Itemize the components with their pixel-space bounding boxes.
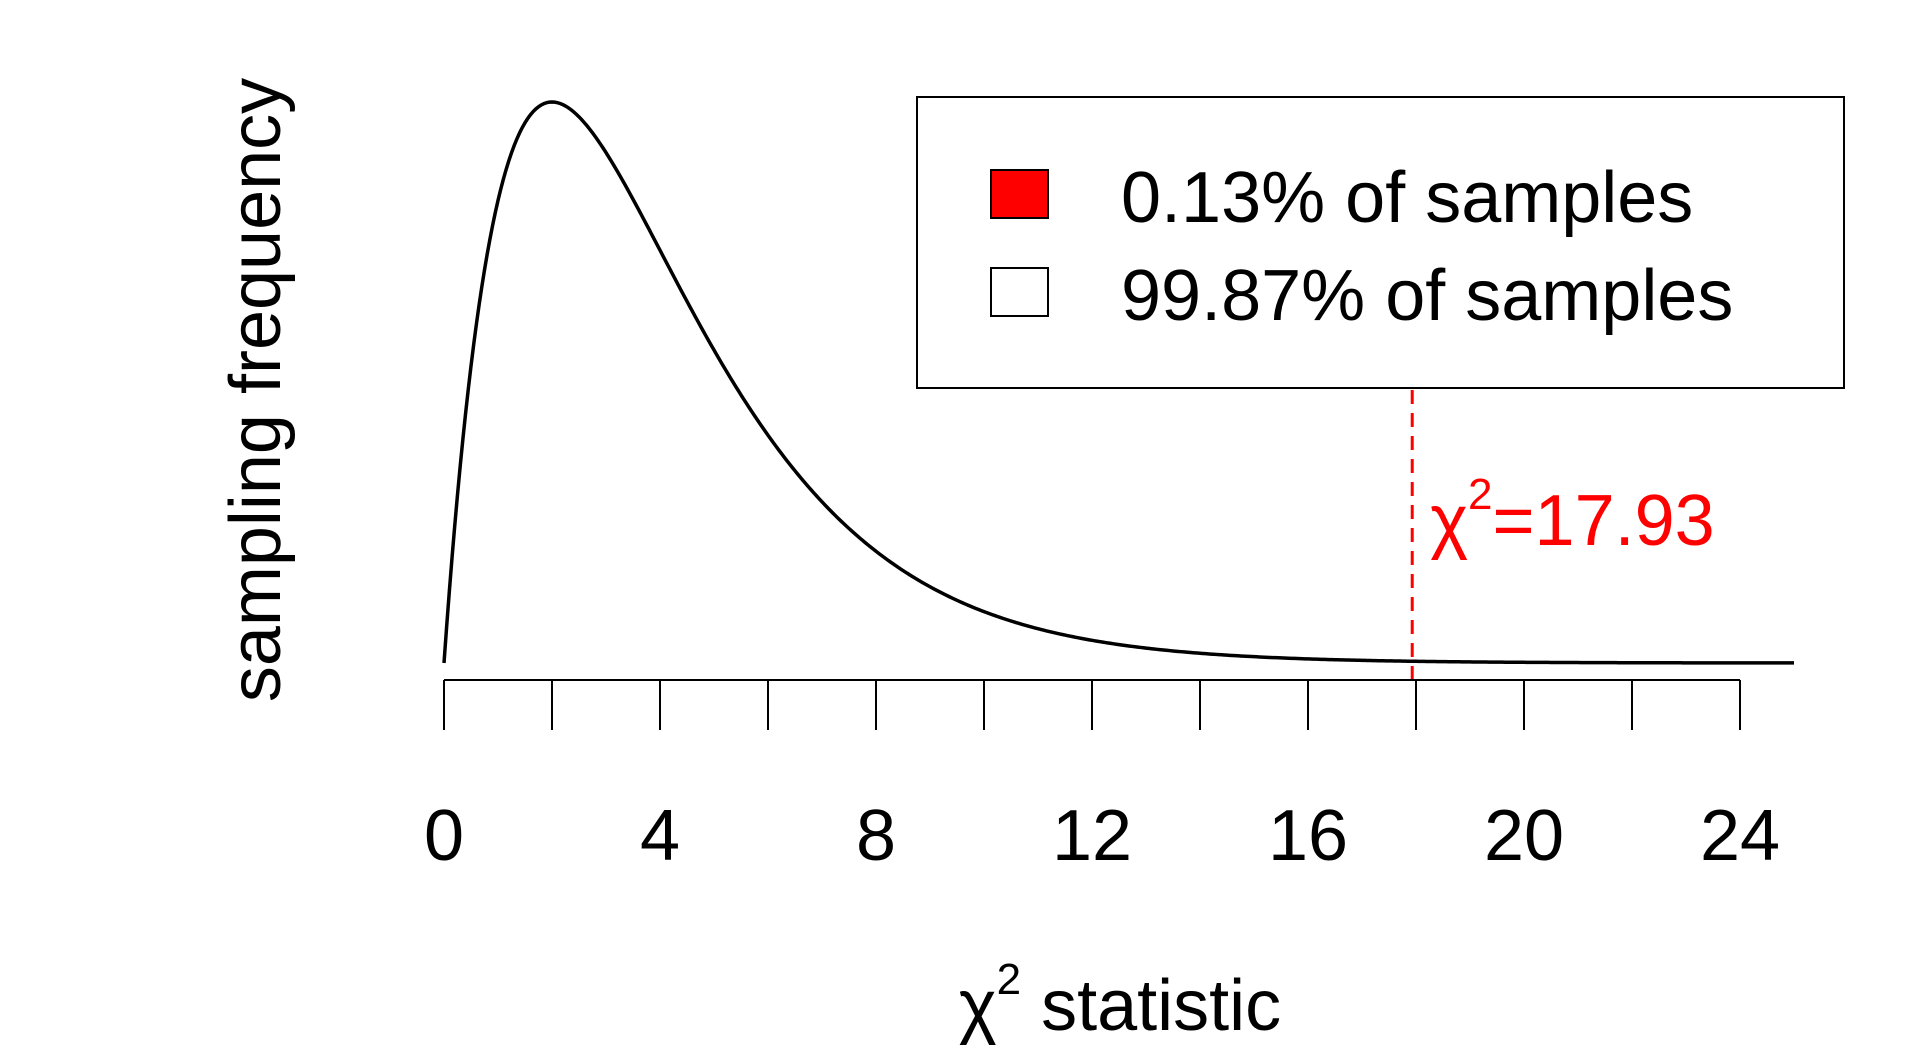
- x-tick-label: 8: [856, 796, 896, 876]
- x-axis-title-text: statistic: [1021, 966, 1281, 1046]
- critical-label-superscript: 2: [1468, 470, 1492, 519]
- critical-label-value: =17.93: [1493, 481, 1715, 561]
- x-tick-label: 24: [1700, 796, 1780, 876]
- x-tick-label: 20: [1484, 796, 1564, 876]
- x-axis-ticks: [443, 680, 1741, 730]
- x-axis-title: χ2 statistic: [959, 955, 1281, 1046]
- x-tick-label: 16: [1268, 796, 1348, 876]
- critical-value-label: χ2=17.93: [1430, 470, 1715, 561]
- y-axis-title: sampling frequency: [216, 78, 296, 702]
- x-tick-label: 4: [640, 796, 680, 876]
- density-curve: [442, 100, 1794, 665]
- x-tick-label: 12: [1052, 796, 1132, 876]
- x-tick-label: 0: [424, 796, 464, 876]
- legend: 0.13% of samples 99.87% of samples: [916, 96, 1845, 389]
- legend-label-tail: 0.13% of samples: [1121, 158, 1693, 238]
- legend-box: [916, 96, 1845, 389]
- critical-label-chi: χ: [1430, 481, 1468, 561]
- legend-label-body: 99.87% of samples: [1121, 256, 1733, 336]
- x-axis-title-superscript: 2: [997, 955, 1021, 1004]
- legend-swatch-body: [990, 267, 1049, 317]
- legend-swatch-tail: [990, 169, 1049, 219]
- x-axis-title-chi: χ: [959, 966, 997, 1046]
- plot-area: χ2=17.93: [442, 100, 1794, 680]
- x-axis: 0 4 8 12 16 20 24: [424, 679, 1780, 876]
- x-axis-tick-labels: 0 4 8 12 16 20 24: [424, 796, 1780, 876]
